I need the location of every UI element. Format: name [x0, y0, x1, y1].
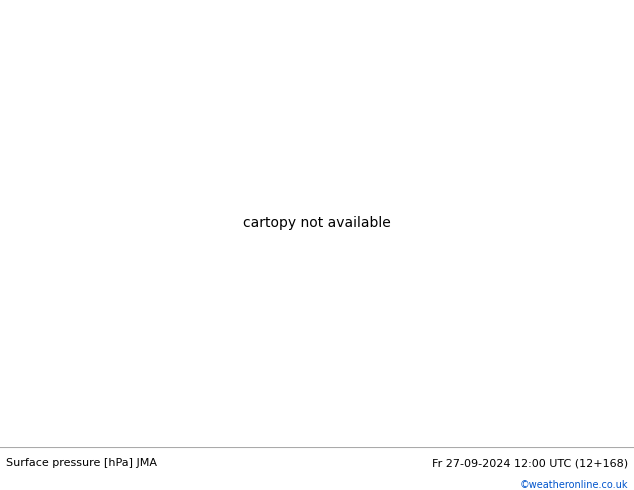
Text: cartopy not available: cartopy not available — [243, 217, 391, 230]
Text: Fr 27-09-2024 12:00 UTC (12+168): Fr 27-09-2024 12:00 UTC (12+168) — [432, 458, 628, 468]
Text: ©weatheronline.co.uk: ©weatheronline.co.uk — [519, 480, 628, 490]
Text: Surface pressure [hPa] JMA: Surface pressure [hPa] JMA — [6, 458, 157, 468]
